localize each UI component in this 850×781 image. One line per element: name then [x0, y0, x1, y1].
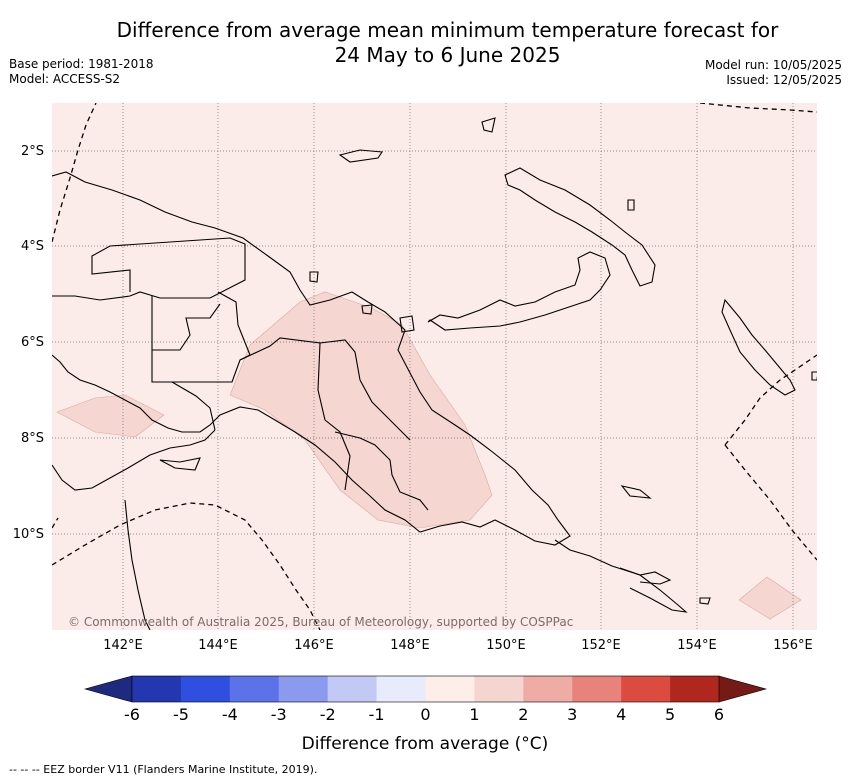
- small-island-3: [361, 304, 373, 315]
- colorbar-tick-label: 2: [518, 705, 528, 724]
- eez-east: [724, 354, 817, 446]
- colorbar-cell: [229, 676, 280, 702]
- colorbar-below-triangle: [83, 675, 133, 703]
- colorbar-cell: [670, 676, 720, 702]
- base-period: Base period: 1981-2018: [9, 57, 154, 71]
- lon-label-142e: 142°E: [103, 638, 143, 653]
- new-ireland: [504, 167, 656, 287]
- colorbar-tick-label: 3: [567, 705, 577, 724]
- new-guinea-coast: [52, 171, 571, 546]
- eez-south: [52, 502, 321, 630]
- colorbar-tick-label: -5: [173, 705, 189, 724]
- eez-north: [699, 103, 817, 113]
- province-lines-3: [152, 303, 221, 351]
- new-guinea-south-coast: [52, 429, 216, 491]
- province-lines-2: [171, 381, 216, 431]
- colorbar-tick-label: 1: [469, 705, 479, 724]
- lon-label-146e: 146°E: [294, 638, 334, 653]
- province-lines-5: [319, 339, 411, 441]
- louisiade: [619, 567, 672, 585]
- small-island-6: [699, 597, 711, 605]
- lon-label-152e: 152°E: [581, 638, 621, 653]
- small-island-4: [309, 271, 319, 283]
- cape-york: [124, 499, 151, 630]
- torres-islands: [159, 457, 201, 471]
- lat-label-6s: 6°S: [21, 335, 44, 350]
- colorbar-tick-label: -4: [222, 705, 238, 724]
- eez-west: [52, 103, 97, 243]
- colorbar-above-triangle: [718, 675, 768, 703]
- lat-label-8s: 8°S: [21, 431, 44, 446]
- lat-label-2s: 2°S: [21, 144, 44, 159]
- colorbar-cell: [180, 676, 231, 702]
- lon-label-144e: 144°E: [198, 638, 238, 653]
- map-background: [52, 103, 817, 630]
- colorbar-cell: [327, 676, 377, 702]
- eez-borders: [52, 103, 817, 630]
- manus: [338, 149, 383, 163]
- meta-right: Model run: 10/05/2025 Issued: 12/05/2025: [705, 58, 842, 88]
- colorbar-cell: [572, 676, 622, 702]
- map-layers: [52, 103, 817, 630]
- longitude-labels: 142°E 144°E 146°E 148°E 150°E 152°E 154°…: [103, 638, 813, 653]
- small-island-7: [811, 371, 817, 381]
- colorbar-cell: [376, 676, 426, 702]
- model-name: Model: ACCESS-S2: [9, 72, 121, 86]
- small-island-5: [627, 199, 635, 211]
- anomaly-region-bougainville-south: [738, 576, 802, 620]
- small-island-1: [481, 117, 496, 133]
- lon-label-148e: 148°E: [390, 638, 430, 653]
- trobriand: [620, 485, 652, 499]
- small-island-2: [399, 315, 415, 333]
- colorbar-cell: [523, 676, 573, 702]
- colorbar-cell: [425, 676, 475, 702]
- eez-footer-note: -- -- -- EEZ border V11 (Flanders Marine…: [9, 763, 318, 776]
- issued-date: Issued: 12/05/2025: [726, 73, 842, 87]
- latitude-labels: 2°S 4°S 6°S 8°S 10°S: [13, 144, 44, 542]
- colorbar-frame: [131, 675, 720, 703]
- colorbar-tick-label: 6: [714, 705, 724, 724]
- eez-south-west: [52, 517, 59, 529]
- title-line-1: Difference from average mean minimum tem…: [116, 18, 779, 42]
- colorbar-cells: [131, 675, 720, 703]
- colorbar-cell: [621, 676, 671, 702]
- colorbar: -6 -5 -4 -3 -2 -1 0 1 2 3 4 5 6 Difference from aver…: [83, 675, 768, 754]
- colorbar-tick-label: 5: [665, 705, 675, 724]
- province-lines-4: [239, 337, 351, 491]
- dentrecasteaux: [554, 539, 688, 613]
- colorbar-tick-label: -3: [271, 705, 287, 724]
- eez-southeast: [724, 444, 817, 561]
- lon-label-154e: 154°E: [677, 638, 717, 653]
- colorbar-tick-label: -1: [369, 705, 385, 724]
- copyright-notice: © Commonwealth of Australia 2025, Bureau…: [68, 615, 573, 629]
- colorbar-tick-label: -2: [320, 705, 336, 724]
- colorbar-cell: [474, 676, 524, 702]
- meta-left: Base period: 1981-2018 Model: ACCESS-S2: [9, 57, 154, 87]
- colorbar-cell: [278, 676, 328, 702]
- model-run: Model run: 10/05/2025: [704, 58, 842, 72]
- colorbar-tick-label: 0: [420, 705, 430, 724]
- colorbar-tick-labels: -6 -5 -4 -3 -2 -1 0 1 2 3 4 5 6: [124, 705, 724, 724]
- title-line-2: 24 May to 6 June 2025: [334, 43, 561, 67]
- colorbar-tick-label: 4: [616, 705, 626, 724]
- graticule: [52, 103, 817, 630]
- anomaly-region-papua-south: [56, 394, 165, 438]
- bougainville: [721, 298, 796, 396]
- lat-label-4s: 4°S: [21, 239, 44, 254]
- lon-label-156e: 156°E: [773, 638, 813, 653]
- lat-label-10s: 10°S: [13, 527, 44, 542]
- colorbar-title: Difference from average (°C): [302, 734, 549, 754]
- map-title: Difference from average mean minimum tem…: [0, 18, 850, 68]
- colorbar-tick-label: -6: [124, 705, 140, 724]
- province-lines-6: [334, 431, 429, 511]
- colorbar-cell: [132, 676, 182, 702]
- lon-label-150e: 150°E: [486, 638, 526, 653]
- papua-border-box: [52, 237, 246, 301]
- coastlines: [52, 117, 817, 630]
- new-britain: [427, 251, 611, 331]
